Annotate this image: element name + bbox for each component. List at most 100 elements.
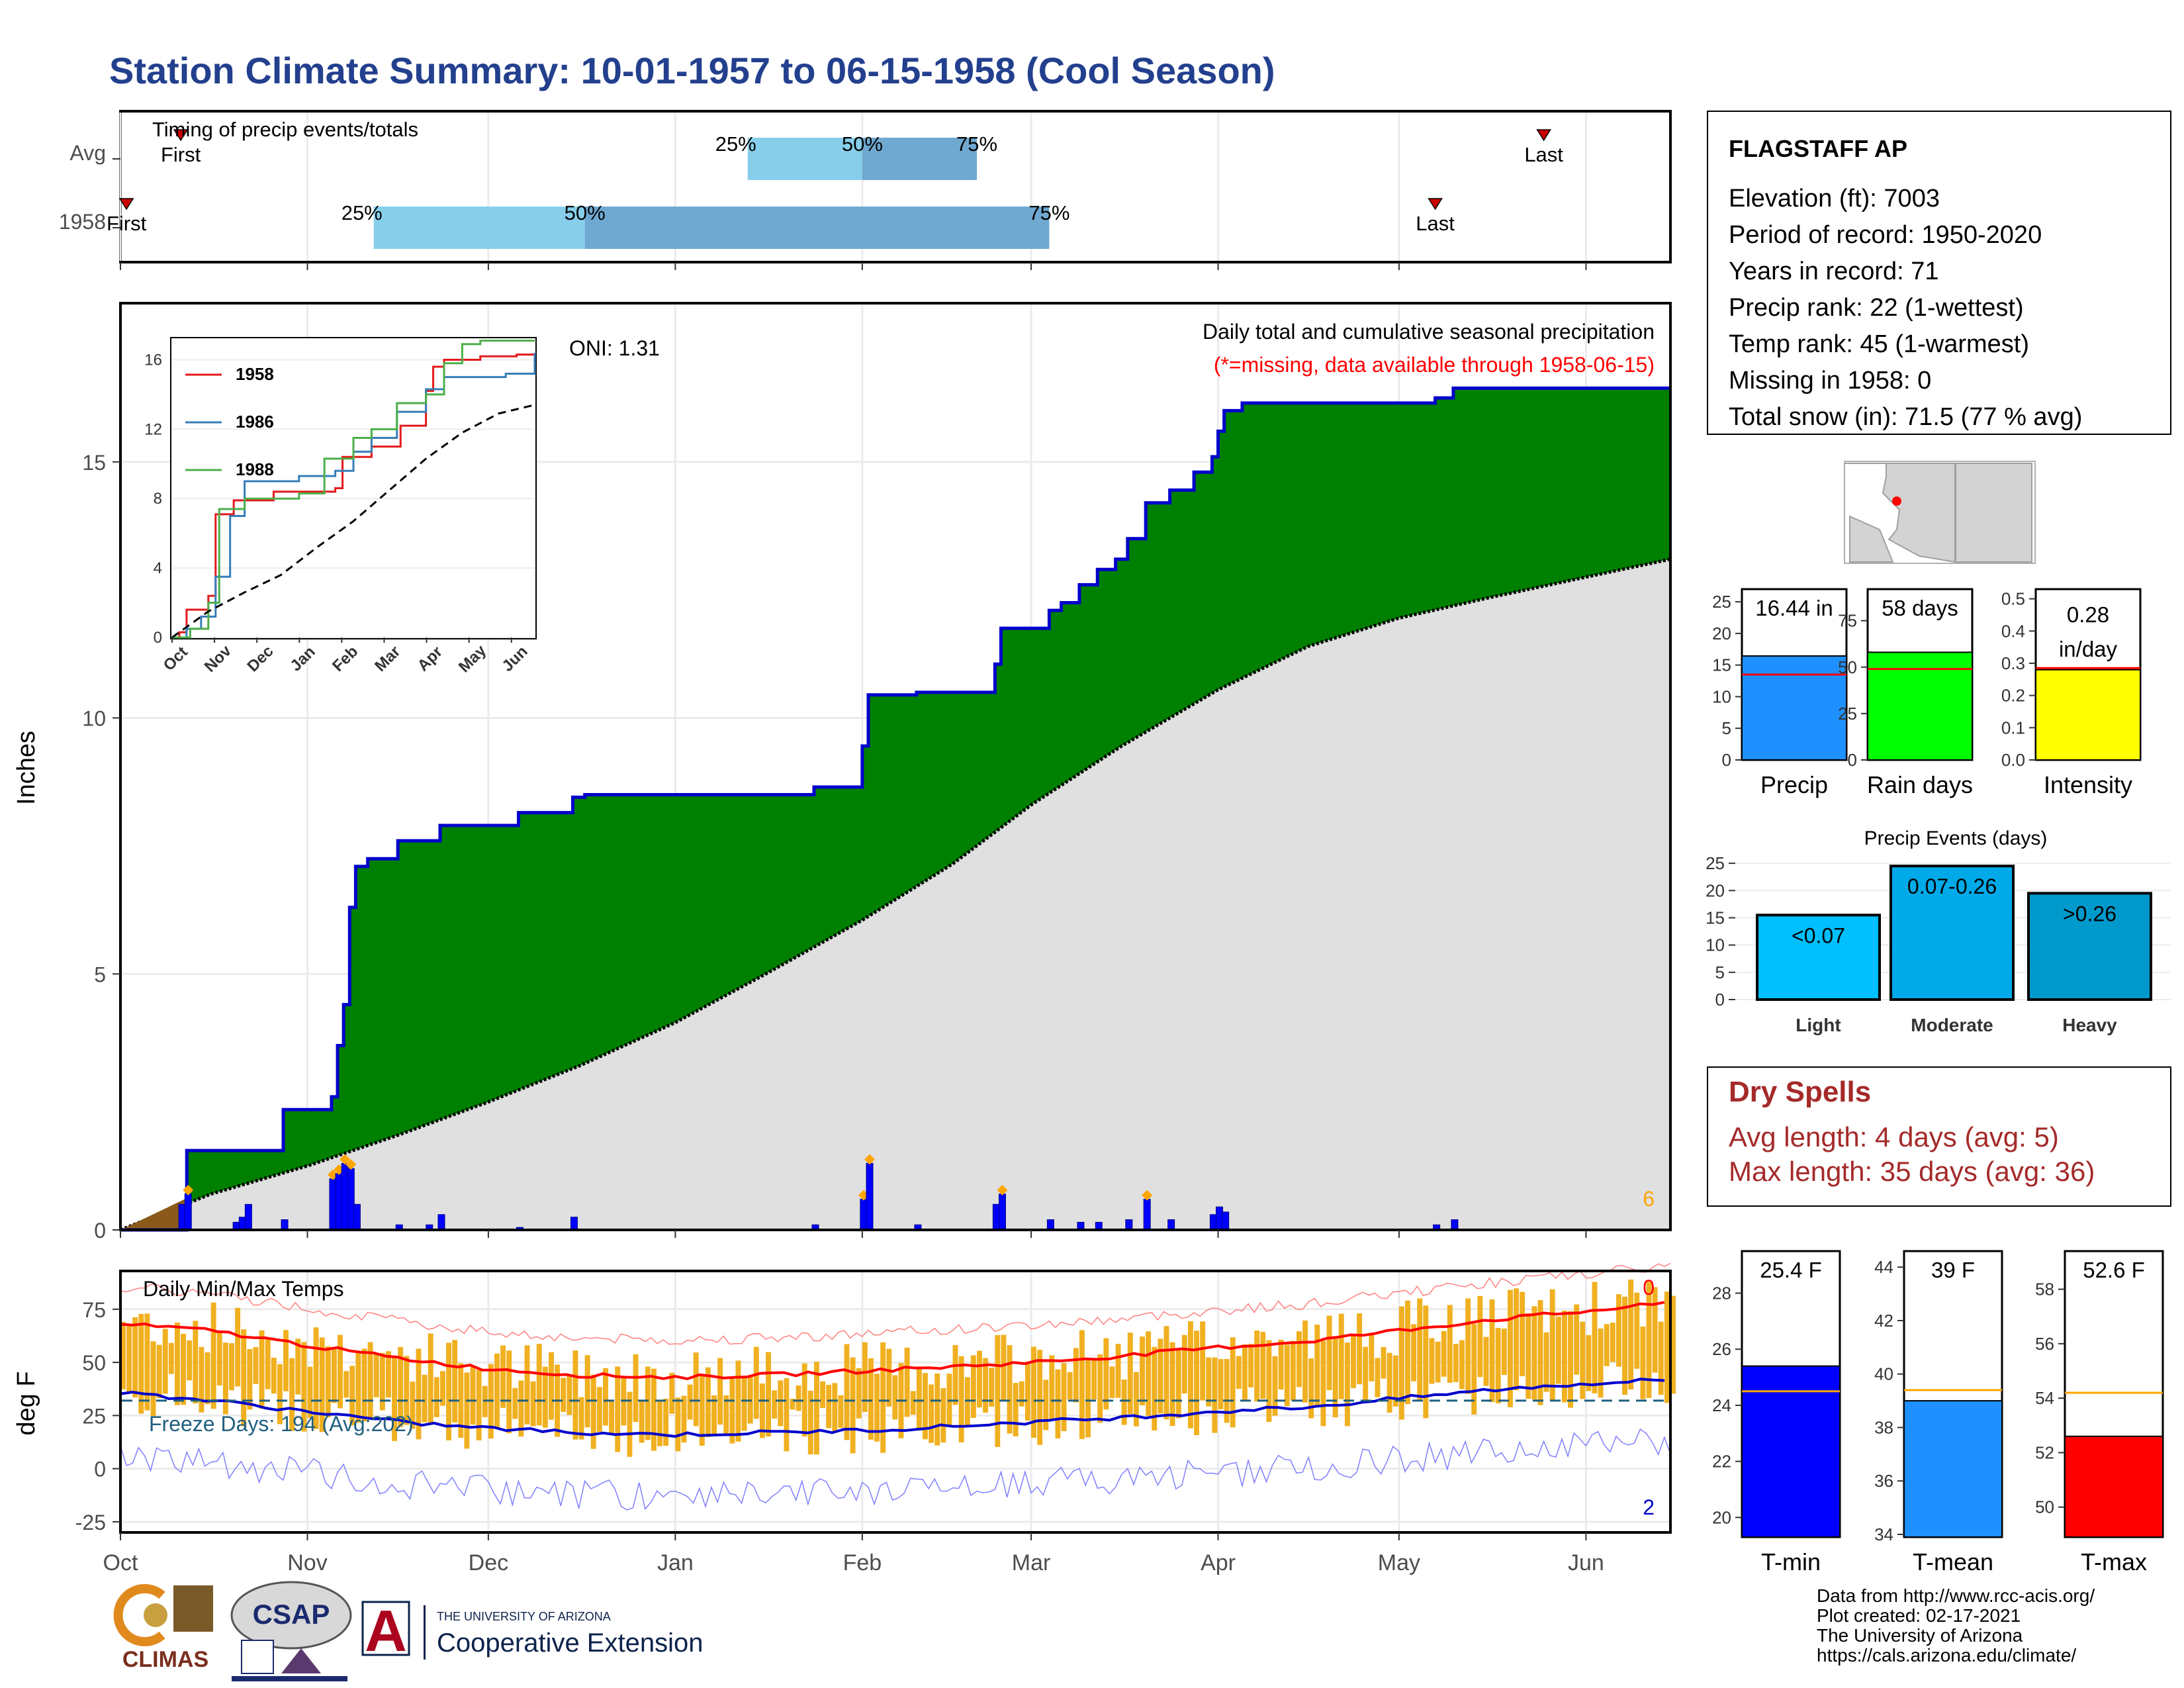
footer-line-2: Plot created: 02-17-2021 (1817, 1605, 2021, 1626)
temp-ytick-label: 25 (82, 1404, 106, 1428)
mini-bar-name: Rain days (1867, 771, 1973, 798)
temp-bar-value (1741, 1365, 1841, 1538)
daily-temp-bar (989, 1368, 995, 1407)
daily-temp-bar (1266, 1340, 1272, 1423)
event-bar-label: <0.07 (1792, 923, 1845, 947)
temp-bar-t-mean: 34 36 38 40 42 44 39 F T-mean (1874, 1250, 2003, 1575)
station-info-line: Precip rank: 22 (1-wettest) (1729, 294, 2024, 322)
ua-logo: A THE UNIVERSITY OF ARIZONA Cooperative … (361, 1598, 703, 1664)
inset-ytick-label: 4 (154, 559, 162, 577)
daily-temp-bar (633, 1354, 639, 1423)
daily-temp-bar (615, 1366, 621, 1452)
daily-temp-bar (1085, 1360, 1091, 1438)
inset-legend-label: 1986 (236, 412, 274, 432)
mini-bar-intensity: 0.0 0.1 0.2 0.3 0.4 0.5 0.28 in/day Intensity (2001, 588, 2142, 798)
average-cumulative-line (120, 557, 1671, 1232)
daily-temp-bar (367, 1342, 373, 1419)
daily-temp-bar (398, 1346, 404, 1427)
first-event-marker (118, 198, 134, 211)
daily-temp-bar (717, 1358, 723, 1425)
daily-temp-bar (536, 1344, 542, 1426)
daily-temp-bar (1200, 1321, 1206, 1401)
mini-bar-ytick-label: 25 (1838, 704, 1857, 724)
daily-temp-bar (307, 1366, 313, 1419)
daily-temp-bar (150, 1341, 156, 1417)
daily-temp-bar (1302, 1320, 1308, 1403)
temp-count-bottom: 2 (1643, 1495, 1655, 1519)
mini-bar-value-label: 58 days (1882, 596, 1958, 620)
temp-bar-ytick-label: 52 (2035, 1442, 2054, 1462)
daily-temp-bar (952, 1344, 958, 1405)
daily-temp-bar (1652, 1287, 1658, 1373)
daily-temp-bar (735, 1360, 741, 1442)
daily-temp-bar (1272, 1356, 1278, 1416)
daily-temp-bar (778, 1380, 784, 1427)
temp-panel: -25 0 25 50 75 Daily Min/Max Temps deg F Fre… (13, 1262, 1676, 1534)
daily-temp-bar (361, 1348, 367, 1422)
mini-bar-ytick-label: 75 (1838, 611, 1857, 631)
temp-bar-t-max: 50 52 54 56 58 52.6 F T-max (2035, 1250, 2164, 1575)
daily-temp-bar (1615, 1294, 1621, 1367)
daily-temp-bar (874, 1374, 880, 1442)
event-bar-moderate: 0.07-0.26 Moderate (1889, 865, 2015, 1035)
daily-precip-bar (860, 1199, 868, 1231)
mini-bar-value (2035, 669, 2141, 761)
daily-temp-bar (373, 1354, 379, 1397)
station-info-box: FLAGSTAFF AP Elevation (ft): 7003 Period … (1707, 111, 2171, 435)
daily-temp-bar (1658, 1321, 1664, 1395)
daily-temp-bar (567, 1374, 572, 1415)
daily-temp-bar (392, 1358, 397, 1441)
snow-marker (340, 1154, 351, 1165)
daily-temp-bar (1574, 1304, 1580, 1375)
daily-temp-bar (934, 1373, 940, 1446)
temp-ylabel: deg F (13, 1371, 40, 1435)
daily-temp-bar (216, 1332, 222, 1385)
daily-precip-bar (184, 1194, 192, 1231)
daily-temp-bar (1031, 1346, 1036, 1438)
daily-precip-bar (1209, 1214, 1217, 1231)
daily-temp-bar (790, 1399, 796, 1410)
daily-temp-bar (349, 1366, 355, 1426)
daily-precip-bar (178, 1203, 186, 1231)
daily-temp-bar (319, 1337, 325, 1432)
daily-temp-bar (530, 1381, 536, 1427)
temp-bar-ytick-label: 24 (1712, 1395, 1731, 1415)
temp-ytick-label: 75 (82, 1298, 106, 1322)
daily-temp-bar (964, 1377, 970, 1427)
daily-temp-bar (784, 1378, 790, 1452)
daily-temp-bar (813, 1362, 819, 1455)
daily-temp-bar (1187, 1321, 1193, 1429)
daily-temp-bar (669, 1372, 675, 1414)
daily-temp-bar (1278, 1339, 1284, 1390)
daily-temp-bar (723, 1395, 729, 1436)
daily-temp-bar (1073, 1348, 1079, 1403)
daily-temp-bar (970, 1355, 976, 1419)
daily-temp-bar (651, 1368, 657, 1451)
daily-temp-bar (283, 1330, 289, 1391)
daily-temp-bar (1471, 1323, 1477, 1415)
daily-temp-bar (1332, 1337, 1338, 1418)
station-info-line: Temp rank: 45 (1-warmest) (1729, 330, 2029, 358)
daily-precip-bar (992, 1203, 1000, 1231)
x-tick-label: Jan (657, 1550, 694, 1575)
daily-temp-bar (549, 1352, 554, 1420)
daily-temp-bar (126, 1325, 132, 1393)
daily-temp-bar (1079, 1330, 1085, 1440)
daily-temp-bar (518, 1380, 524, 1437)
temp-bar-t-min: 20 22 24 26 28 25.4 F T-min (1712, 1250, 1841, 1575)
daily-temp-bar (439, 1371, 445, 1406)
daily-temp-bar (1121, 1379, 1127, 1425)
daily-temp-bar (1338, 1313, 1344, 1399)
event-bar (1889, 865, 2015, 1002)
dry-spells-avg: Avg length: 4 days (avg: 5) (1729, 1121, 2059, 1152)
snow-marker (345, 1159, 357, 1170)
daily-temp-bar (1320, 1340, 1326, 1427)
daily-temp-bar (229, 1343, 234, 1391)
daily-temp-bar (838, 1395, 844, 1429)
daily-temp-bar (1622, 1296, 1628, 1395)
csap-text: CSAP (253, 1599, 330, 1630)
daily-temp-bar (1133, 1372, 1139, 1427)
station-info-line: Missing in 1958: 0 (1729, 367, 1931, 395)
daily-temp-bar (1495, 1327, 1501, 1404)
